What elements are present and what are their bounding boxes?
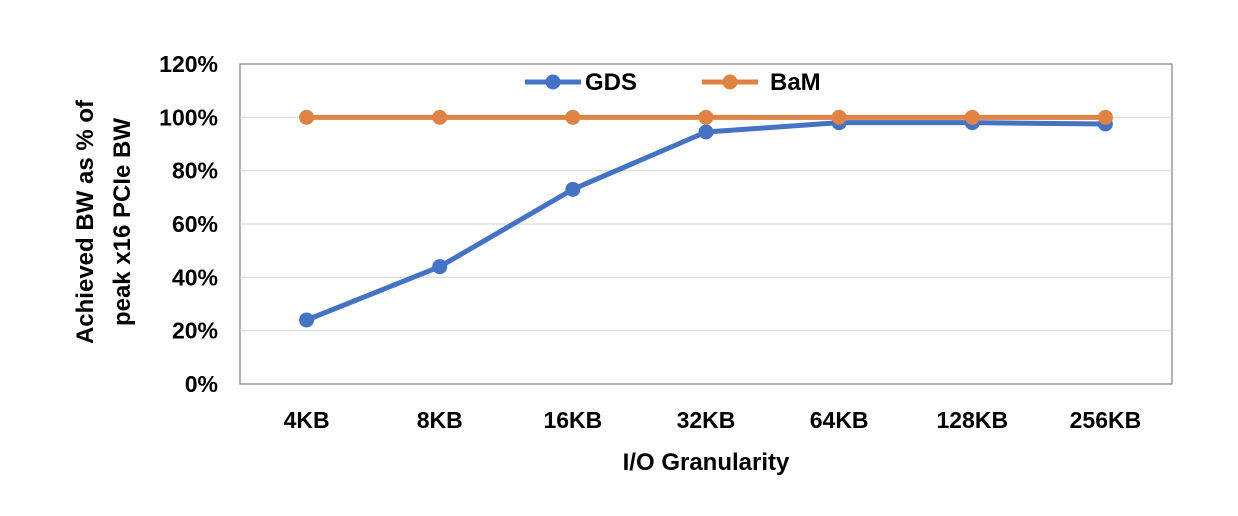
y-tick-label: 20% xyxy=(172,318,218,344)
data-point-gds xyxy=(698,124,714,140)
legend-label-bam: BaM xyxy=(770,69,821,96)
data-point-gds xyxy=(565,181,581,197)
series-bam xyxy=(299,109,1113,125)
series-group xyxy=(299,109,1113,328)
data-point-gds xyxy=(299,312,315,328)
data-point-bam xyxy=(432,109,448,125)
legend-label-gds: GDS xyxy=(585,69,637,96)
y-axis-title-line-2: peak x16 PCIe BW xyxy=(109,118,136,326)
y-tick-label: 120% xyxy=(159,51,218,77)
x-tick-label: 256KB xyxy=(1070,407,1142,433)
x-tick-label: 32KB xyxy=(677,407,736,433)
y-tick-label: 0% xyxy=(185,371,218,397)
x-tick-label: 4KB xyxy=(284,407,330,433)
legend-item-gds: GDS xyxy=(525,69,637,96)
y-axis-title: Achieved BW as % of peak x16 PCIe BW xyxy=(72,99,136,344)
data-point-gds xyxy=(432,259,448,275)
y-tick-label: 40% xyxy=(172,264,218,290)
x-tick-label: 8KB xyxy=(417,407,463,433)
data-point-bam xyxy=(1097,109,1113,125)
x-axis-ticks: 4KB 8KB 16KB 32KB 64KB 128KB 256KB xyxy=(284,407,1142,433)
y-tick-label: 60% xyxy=(172,211,218,237)
legend-marker-bam xyxy=(722,74,738,90)
y-tick-label: 100% xyxy=(159,104,218,130)
legend-marker-gds xyxy=(545,74,561,90)
y-tick-label: 80% xyxy=(172,158,218,184)
data-point-bam xyxy=(964,109,980,125)
data-point-bam xyxy=(565,109,581,125)
data-point-bam xyxy=(831,109,847,125)
x-tick-label: 128KB xyxy=(936,407,1008,433)
data-point-bam xyxy=(698,109,714,125)
x-tick-label: 64KB xyxy=(810,407,869,433)
legend: GDS BaM xyxy=(525,69,821,96)
data-point-bam xyxy=(299,109,315,125)
x-axis-title: I/O Granularity xyxy=(623,449,790,476)
y-axis-ticks: 0% 20% 40% 60% 80% 100% 120% xyxy=(159,51,218,397)
legend-item-bam: BaM xyxy=(702,69,821,96)
y-axis-title-line-1: Achieved BW as % of xyxy=(72,99,99,344)
x-tick-label: 16KB xyxy=(543,407,602,433)
